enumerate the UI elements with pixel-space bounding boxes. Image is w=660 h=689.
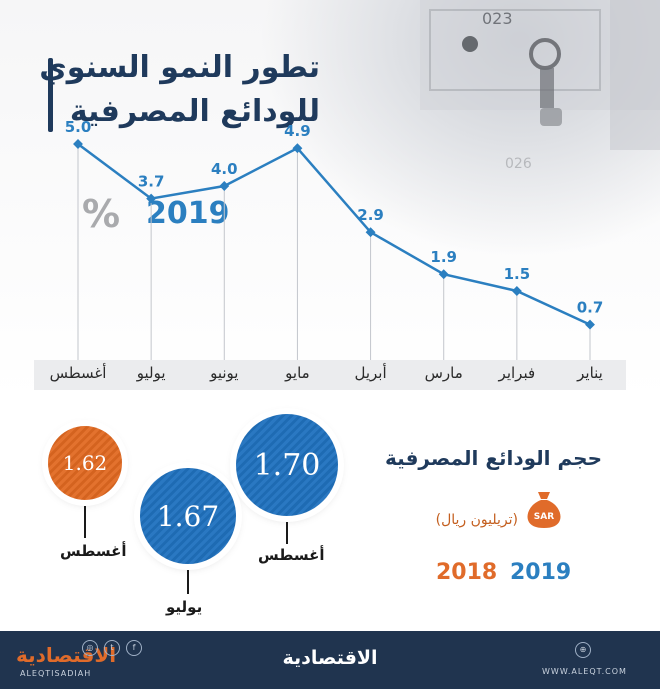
bubble-connector (286, 522, 288, 544)
svg-text:023: 023 (482, 9, 513, 28)
data-point (73, 139, 83, 149)
social-icon-1: f (126, 640, 142, 656)
percent-sign: % (82, 192, 121, 236)
bubble-value: 1.70 (253, 447, 321, 483)
x-tick-label: أبريل (354, 364, 387, 382)
chart-year: 2019 (146, 196, 230, 231)
bubble-connector (187, 570, 189, 594)
x-axis-band (34, 360, 626, 390)
data-label: 5.0 (65, 120, 92, 136)
data-label: 2.9 (357, 206, 384, 224)
footer-logo-brand: الاقتصادية (16, 643, 117, 667)
series-line (77, 142, 591, 326)
data-label: 1.9 (430, 248, 457, 266)
x-tick-label: يوليو (136, 364, 166, 382)
bubble-value: 1.67 (156, 499, 220, 533)
x-tick-label: مارس (424, 364, 463, 382)
legend-2018: 2018 (436, 560, 498, 585)
bubble-label: أغسطس (60, 542, 127, 560)
data-point (585, 319, 595, 330)
globe-icon: ⊕ (575, 642, 591, 658)
data-point (438, 269, 449, 280)
bubble-july-2019: 1.67 (140, 468, 236, 564)
footer-logo-latin: ALEQTISADIAH (20, 669, 92, 678)
title-accent-bar (48, 58, 53, 132)
data-point (219, 181, 230, 191)
data-label: 4.0 (211, 160, 238, 178)
bubble-value: 1.62 (62, 451, 108, 475)
social-icon-3: ◎ (82, 640, 98, 656)
x-tick-label: مايو (285, 364, 310, 382)
x-tick-label: فبراير (498, 364, 536, 382)
x-tick-label: يونيو (210, 364, 239, 382)
unit-label: (تريليون ريال) (435, 512, 518, 528)
currency-text: SAR (534, 512, 554, 522)
bubble-august-2018: 1.62 (48, 426, 122, 500)
svg-text:026: 026 (505, 156, 532, 172)
bubble-label: يوليو (166, 598, 203, 616)
footer-logo: الاقتصادية (282, 647, 378, 669)
data-point (511, 286, 522, 296)
bubble-august-2019: 1.70 (236, 414, 338, 516)
data-point (365, 227, 376, 238)
data-label: 1.5 (504, 265, 531, 283)
data-label: 4.9 (284, 122, 311, 140)
safe-deposit-boxes-photo: 023 026 (420, 0, 660, 172)
footer-url: WWW.ALEQT.COM (542, 667, 627, 676)
bubble-label: أغسطس (258, 546, 325, 564)
chart-title-line-1: تطور النمو السنوي (39, 50, 320, 85)
chart-title-line-2: للودائع المصرفية (69, 94, 320, 129)
hero-background: 023 026 (0, 0, 660, 400)
money-bag-icon: SAR (527, 492, 561, 528)
data-label: 0.7 (577, 299, 604, 317)
deposits-title: حجم الودائع المصرفية (385, 446, 602, 470)
data-point (146, 193, 157, 204)
social-icon-2: t (104, 640, 120, 656)
legend-2019: 2019 (510, 560, 572, 585)
x-tick-label: يناير (577, 364, 603, 382)
x-tick-label: أغسطس (49, 364, 107, 382)
data-label: 3.7 (138, 173, 165, 191)
bubble-connector (84, 506, 86, 538)
growth-line-chart: 0.7 1.5 1.9 2.9 4.9 4.0 3.7 5.0 (65, 120, 604, 360)
